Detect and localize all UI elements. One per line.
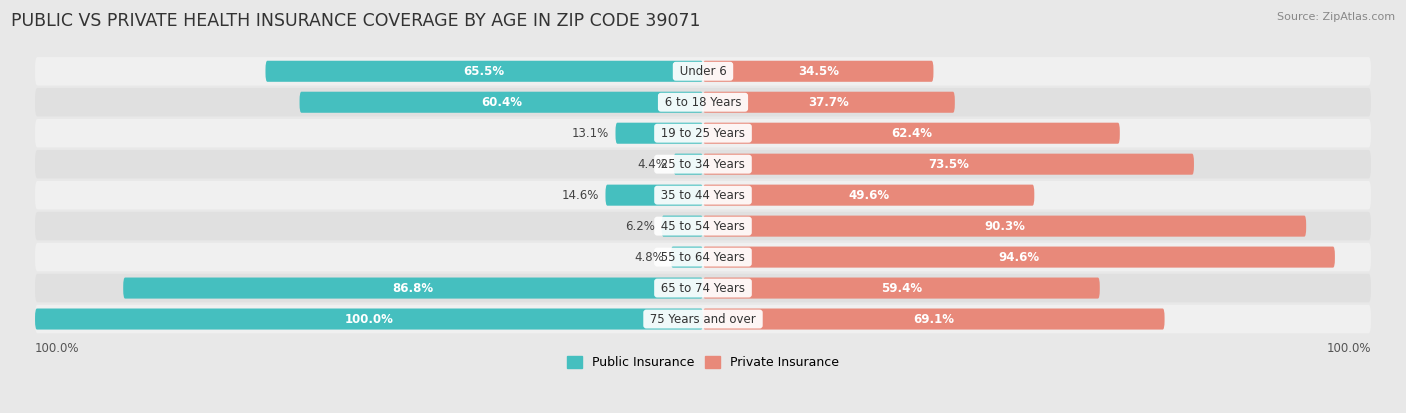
Text: 90.3%: 90.3% bbox=[984, 220, 1025, 233]
FancyBboxPatch shape bbox=[35, 181, 1371, 209]
Text: 65 to 74 Years: 65 to 74 Years bbox=[657, 282, 749, 294]
Text: 6 to 18 Years: 6 to 18 Years bbox=[661, 96, 745, 109]
FancyBboxPatch shape bbox=[703, 247, 1334, 268]
FancyBboxPatch shape bbox=[266, 61, 703, 82]
FancyBboxPatch shape bbox=[124, 278, 703, 299]
FancyBboxPatch shape bbox=[35, 274, 1371, 302]
Text: 4.4%: 4.4% bbox=[637, 158, 666, 171]
FancyBboxPatch shape bbox=[703, 309, 1164, 330]
Text: 60.4%: 60.4% bbox=[481, 96, 522, 109]
Text: 37.7%: 37.7% bbox=[808, 96, 849, 109]
FancyBboxPatch shape bbox=[703, 154, 1194, 175]
Text: Source: ZipAtlas.com: Source: ZipAtlas.com bbox=[1277, 12, 1395, 22]
Text: 65.5%: 65.5% bbox=[464, 65, 505, 78]
Text: 13.1%: 13.1% bbox=[572, 127, 609, 140]
FancyBboxPatch shape bbox=[35, 309, 703, 330]
FancyBboxPatch shape bbox=[671, 247, 703, 268]
Text: 73.5%: 73.5% bbox=[928, 158, 969, 171]
FancyBboxPatch shape bbox=[703, 123, 1119, 144]
FancyBboxPatch shape bbox=[35, 150, 1371, 178]
FancyBboxPatch shape bbox=[703, 216, 1306, 237]
Text: 59.4%: 59.4% bbox=[880, 282, 922, 294]
Text: 45 to 54 Years: 45 to 54 Years bbox=[657, 220, 749, 233]
FancyBboxPatch shape bbox=[673, 154, 703, 175]
Text: 19 to 25 Years: 19 to 25 Years bbox=[657, 127, 749, 140]
FancyBboxPatch shape bbox=[703, 185, 1035, 206]
FancyBboxPatch shape bbox=[35, 88, 1371, 116]
Text: 49.6%: 49.6% bbox=[848, 189, 889, 202]
FancyBboxPatch shape bbox=[35, 119, 1371, 147]
Text: 6.2%: 6.2% bbox=[626, 220, 655, 233]
Text: PUBLIC VS PRIVATE HEALTH INSURANCE COVERAGE BY AGE IN ZIP CODE 39071: PUBLIC VS PRIVATE HEALTH INSURANCE COVER… bbox=[11, 12, 700, 31]
FancyBboxPatch shape bbox=[299, 92, 703, 113]
FancyBboxPatch shape bbox=[662, 216, 703, 237]
Text: 100.0%: 100.0% bbox=[344, 313, 394, 325]
Text: 14.6%: 14.6% bbox=[561, 189, 599, 202]
Legend: Public Insurance, Private Insurance: Public Insurance, Private Insurance bbox=[562, 351, 844, 374]
Text: 100.0%: 100.0% bbox=[1326, 342, 1371, 355]
Text: 34.5%: 34.5% bbox=[797, 65, 839, 78]
Text: 94.6%: 94.6% bbox=[998, 251, 1039, 263]
Text: 62.4%: 62.4% bbox=[891, 127, 932, 140]
FancyBboxPatch shape bbox=[616, 123, 703, 144]
Text: 69.1%: 69.1% bbox=[914, 313, 955, 325]
FancyBboxPatch shape bbox=[703, 278, 1099, 299]
Text: 100.0%: 100.0% bbox=[35, 342, 80, 355]
Text: Under 6: Under 6 bbox=[676, 65, 730, 78]
FancyBboxPatch shape bbox=[703, 92, 955, 113]
Text: 4.8%: 4.8% bbox=[634, 251, 664, 263]
Text: 86.8%: 86.8% bbox=[392, 282, 433, 294]
FancyBboxPatch shape bbox=[35, 243, 1371, 271]
FancyBboxPatch shape bbox=[35, 305, 1371, 333]
Text: 55 to 64 Years: 55 to 64 Years bbox=[657, 251, 749, 263]
FancyBboxPatch shape bbox=[606, 185, 703, 206]
FancyBboxPatch shape bbox=[35, 57, 1371, 85]
Text: 35 to 44 Years: 35 to 44 Years bbox=[657, 189, 749, 202]
FancyBboxPatch shape bbox=[703, 61, 934, 82]
Text: 75 Years and over: 75 Years and over bbox=[647, 313, 759, 325]
FancyBboxPatch shape bbox=[35, 212, 1371, 240]
Text: 25 to 34 Years: 25 to 34 Years bbox=[657, 158, 749, 171]
